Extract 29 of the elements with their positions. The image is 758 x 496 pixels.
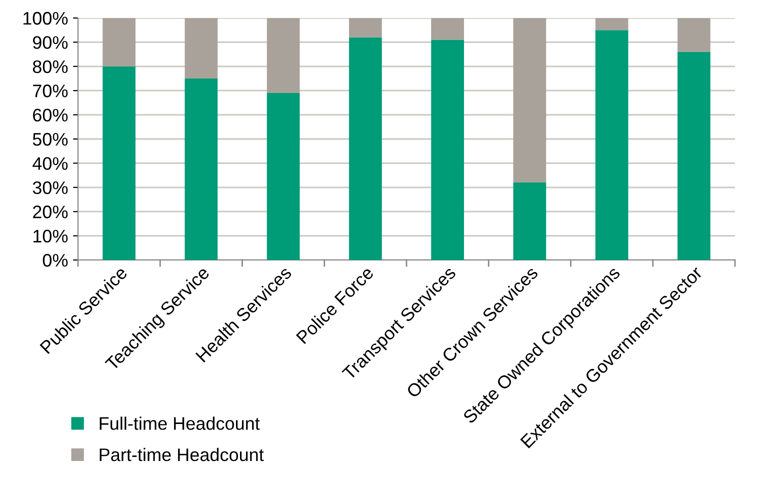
bar xyxy=(349,18,382,38)
y-tick-label: 60% xyxy=(33,108,68,122)
bar xyxy=(102,66,136,260)
bar xyxy=(102,18,136,66)
y-tick-label: 0% xyxy=(42,254,68,267)
bar xyxy=(513,18,546,183)
bar xyxy=(595,30,628,260)
legend-label: Part-time Headcount xyxy=(100,448,264,462)
bar xyxy=(513,182,546,260)
bar xyxy=(595,18,628,30)
bar xyxy=(678,52,710,260)
bar xyxy=(678,18,710,52)
y-tick-label: 80% xyxy=(32,60,68,74)
bar xyxy=(184,18,218,78)
y-tick-label: 70% xyxy=(33,84,68,98)
y-tick-label: 100% xyxy=(23,12,68,25)
y-tick-label: 40% xyxy=(32,157,68,170)
y-tick-label: 50% xyxy=(32,132,68,146)
bar xyxy=(266,18,300,94)
bar xyxy=(431,18,464,40)
y-tick-label: 10% xyxy=(34,230,68,243)
bar xyxy=(431,40,464,260)
bar xyxy=(349,37,382,260)
bar xyxy=(184,78,218,260)
legend-label: Full-time Headcount xyxy=(100,416,260,430)
y-tick-label: 30% xyxy=(32,181,68,194)
y-tick-label: 20% xyxy=(33,206,68,218)
y-tick-label: 90% xyxy=(32,36,68,49)
bar xyxy=(266,93,300,260)
